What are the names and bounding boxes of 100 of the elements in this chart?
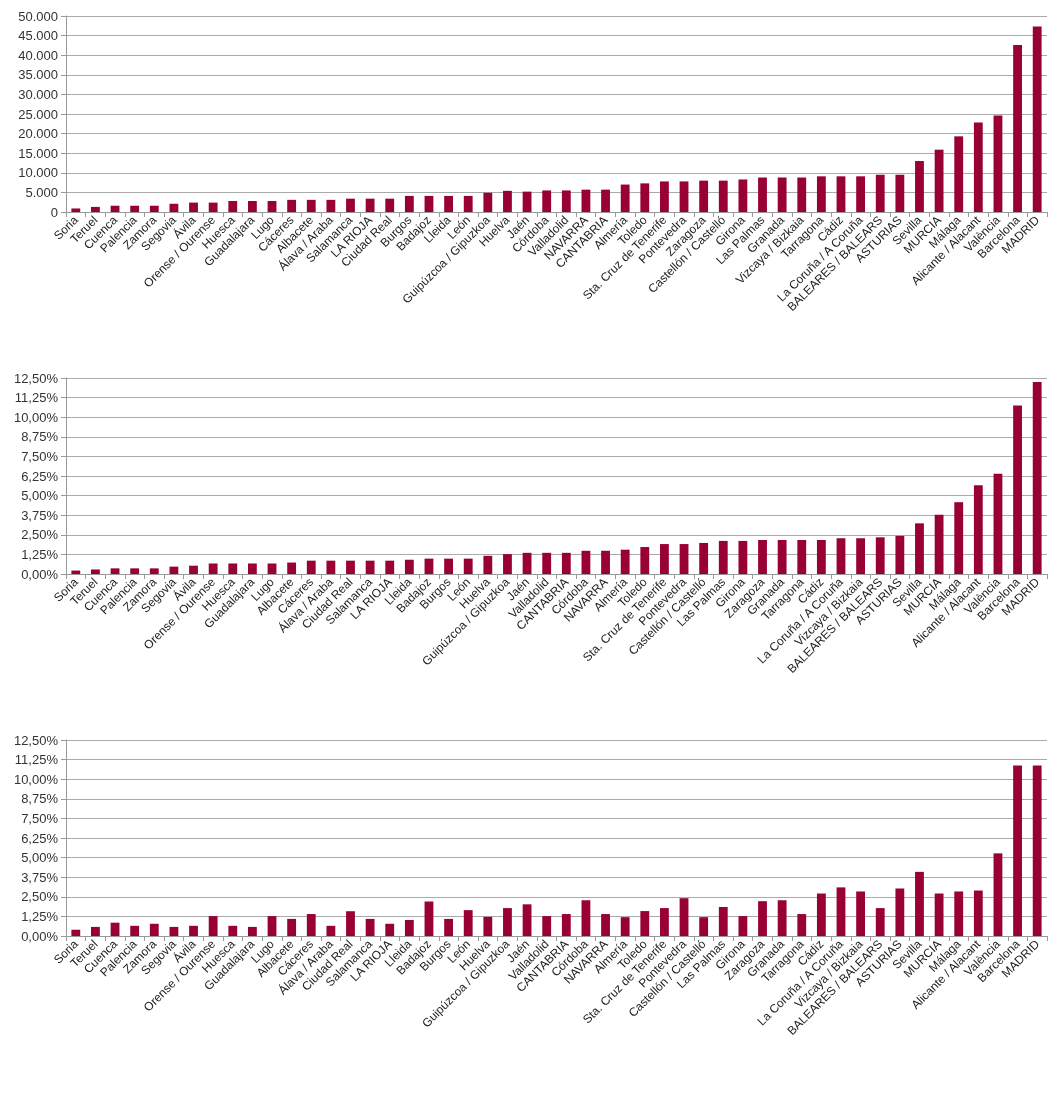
y-tick-label: 1,25% — [21, 908, 59, 924]
bar — [326, 199, 336, 212]
bar — [71, 929, 81, 936]
y-tick-label: 11,25% — [14, 390, 59, 406]
y-tick-label: 35.000 — [18, 67, 58, 83]
bar — [620, 917, 630, 936]
bar — [856, 891, 866, 936]
bar — [463, 195, 473, 212]
bar — [91, 569, 100, 574]
y-tick-label: 0 — [50, 204, 58, 220]
bar — [306, 914, 316, 936]
y-tick-label: 15.000 — [18, 145, 58, 161]
bar — [503, 908, 512, 936]
bar — [149, 568, 159, 574]
bar — [267, 563, 277, 574]
bar — [856, 176, 866, 212]
bar — [836, 176, 846, 212]
y-tick-label: 40.000 — [18, 47, 58, 63]
y-tick-label: 3,75% — [21, 869, 59, 885]
bar — [679, 544, 689, 574]
bar — [365, 560, 375, 574]
bar — [797, 177, 807, 212]
y-tick-label: 30.000 — [18, 86, 58, 102]
y-tick-label: 25.000 — [18, 106, 58, 122]
bar — [915, 161, 924, 212]
bar — [993, 853, 1003, 936]
bar — [856, 538, 866, 574]
bar — [149, 923, 159, 936]
bar — [130, 205, 140, 212]
bar — [169, 203, 179, 212]
bar — [895, 535, 905, 574]
bar — [483, 916, 493, 936]
bar — [169, 566, 179, 574]
bar — [640, 547, 650, 574]
y-tick-label: 8,75% — [21, 791, 59, 807]
bar — [797, 914, 807, 936]
bar — [561, 914, 571, 936]
bar — [973, 890, 983, 936]
bar — [91, 206, 100, 212]
bar — [620, 549, 630, 574]
bar — [836, 887, 846, 936]
bar — [738, 916, 748, 936]
bar — [875, 537, 885, 574]
bar — [915, 871, 924, 936]
bar — [247, 563, 257, 574]
bar — [561, 190, 571, 212]
bar — [1032, 26, 1042, 212]
bar — [561, 552, 571, 574]
y-tick-label: 12,50% — [13, 732, 59, 748]
y-tick-label: 2,50% — [21, 527, 59, 543]
y-tick-label: 8,75% — [21, 429, 59, 445]
bar — [71, 570, 81, 574]
bar — [718, 906, 728, 936]
bar — [1032, 765, 1042, 936]
bar — [306, 560, 316, 574]
bar — [385, 560, 395, 574]
bar — [934, 149, 944, 212]
bar — [718, 180, 728, 212]
bar — [660, 908, 669, 936]
bar — [208, 563, 218, 574]
y-tick-label: 5.000 — [25, 184, 58, 200]
bar — [404, 559, 414, 574]
bar — [424, 195, 434, 212]
bar — [954, 502, 964, 574]
bar — [306, 199, 316, 212]
bar — [189, 565, 198, 574]
bar — [522, 552, 532, 574]
bar — [365, 918, 375, 936]
bar — [91, 926, 100, 936]
bar — [601, 189, 610, 212]
bar — [777, 900, 787, 936]
bar — [346, 560, 355, 574]
bar — [169, 926, 179, 936]
bar — [895, 888, 905, 936]
bar — [699, 542, 709, 574]
bar — [973, 122, 983, 212]
bar — [660, 181, 669, 212]
bar — [993, 473, 1003, 574]
bar — [679, 181, 689, 212]
y-tick-label: 7,50% — [21, 810, 59, 826]
bar — [385, 923, 395, 936]
bar — [1013, 405, 1022, 574]
bar — [816, 893, 826, 936]
bar — [71, 208, 81, 212]
y-tick-label: 45.000 — [18, 28, 58, 44]
bar — [542, 916, 552, 936]
y-tick-label: 50.000 — [18, 8, 58, 24]
bar — [247, 201, 257, 212]
bar — [954, 891, 964, 936]
y-tick-label: 10.000 — [18, 165, 58, 181]
bar — [483, 555, 493, 574]
bar — [326, 925, 336, 936]
y-tick-label: 5,00% — [21, 488, 59, 504]
bar — [503, 554, 512, 574]
y-tick-label: 11,25% — [14, 752, 59, 768]
bar — [738, 540, 748, 574]
y-tick-label: 6,25% — [21, 830, 59, 846]
bar — [287, 199, 297, 212]
bar — [699, 180, 709, 212]
bar — [404, 195, 414, 212]
